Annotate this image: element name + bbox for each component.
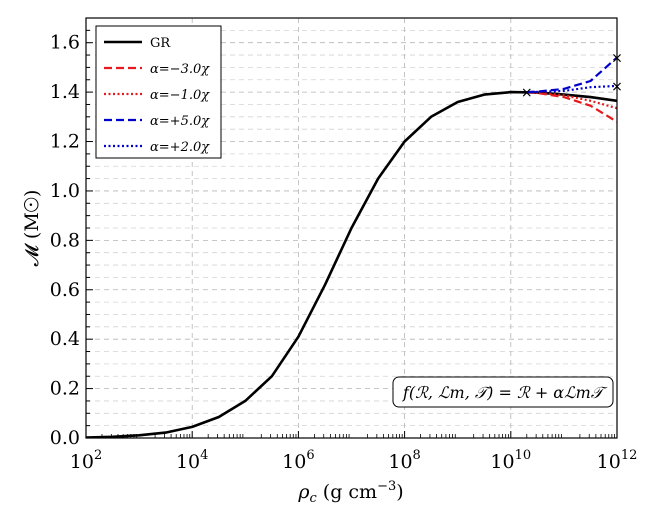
x-tick-base: 10 bbox=[388, 451, 412, 473]
x-axis-label: ρc (g cm−3) bbox=[297, 479, 403, 506]
x-tick-label: 108 bbox=[388, 448, 420, 473]
legend-label: GR bbox=[150, 36, 171, 51]
series-line-4 bbox=[526, 84, 617, 94]
y-tick-label: 0.2 bbox=[50, 378, 80, 400]
annotation-box: f(ℛ, ℒm, 𝒯) = ℛ + αℒm𝒯 bbox=[392, 376, 614, 408]
x-tick-label: 1012 bbox=[597, 448, 638, 473]
legend-label: α=+2.0χ bbox=[150, 140, 210, 155]
marker-x: × bbox=[521, 85, 533, 101]
series-line-3 bbox=[526, 56, 617, 94]
y-tick-label: 1.4 bbox=[50, 81, 80, 103]
legend-box bbox=[95, 25, 222, 159]
ticks-group: 102 104 106 108 1010 10120.00.20.40.60.81.01.… bbox=[50, 17, 638, 473]
x-tick-exponent: 10 bbox=[515, 448, 532, 463]
x-tick-exponent: 6 bbox=[306, 448, 314, 463]
x-tick-exponent: 8 bbox=[413, 448, 421, 463]
x-tick-label: 1010 bbox=[490, 448, 531, 473]
x-tick-base: 10 bbox=[70, 451, 94, 473]
x-tick-label: 106 bbox=[282, 448, 314, 473]
annotation-frame bbox=[392, 376, 614, 408]
x-tick-exponent: 12 bbox=[621, 448, 638, 463]
y-tick-label: 1.0 bbox=[50, 180, 80, 202]
x-tick-base: 10 bbox=[176, 451, 200, 473]
y-tick-label: 0.6 bbox=[50, 279, 80, 301]
x-label-close: ) bbox=[396, 481, 403, 503]
series-line-2 bbox=[526, 91, 617, 110]
x-label-main: ρ bbox=[297, 481, 310, 503]
x-label-sub: c bbox=[309, 491, 317, 506]
legend-label: α=−3.0χ bbox=[150, 62, 210, 77]
x-tick-label: 102 bbox=[70, 448, 102, 473]
x-tick-base: 10 bbox=[597, 451, 621, 473]
legend-label: α=+5.0χ bbox=[150, 114, 210, 129]
y-tick-label: 1.2 bbox=[50, 131, 80, 153]
series-group bbox=[86, 56, 617, 438]
legend-label: α=−1.0χ bbox=[150, 88, 210, 103]
x-label-exp: −3 bbox=[377, 479, 396, 494]
y-tick-label: 0.4 bbox=[50, 328, 80, 350]
x-tick-base: 10 bbox=[282, 451, 306, 473]
x-tick-exponent: 2 bbox=[94, 448, 102, 463]
annotation-text: f(ℛ, ℒm, 𝒯) = ℛ + αℒm𝒯 bbox=[402, 383, 608, 402]
y-tick-label: 1.6 bbox=[50, 32, 80, 54]
x-tick-label: 104 bbox=[176, 448, 208, 473]
x-tick-base: 10 bbox=[490, 451, 514, 473]
y-axis-label: 𝓜 (M☉) bbox=[21, 190, 43, 267]
x-label-unit: (g cm bbox=[317, 481, 377, 503]
legend: GR α=−3.0χ α=−1.0χ α=+5.0χ α=+2.0χ bbox=[95, 25, 222, 159]
x-tick-exponent: 4 bbox=[200, 448, 208, 463]
y-tick-label: 0.0 bbox=[50, 427, 80, 449]
y-tick-label: 0.8 bbox=[50, 229, 80, 251]
